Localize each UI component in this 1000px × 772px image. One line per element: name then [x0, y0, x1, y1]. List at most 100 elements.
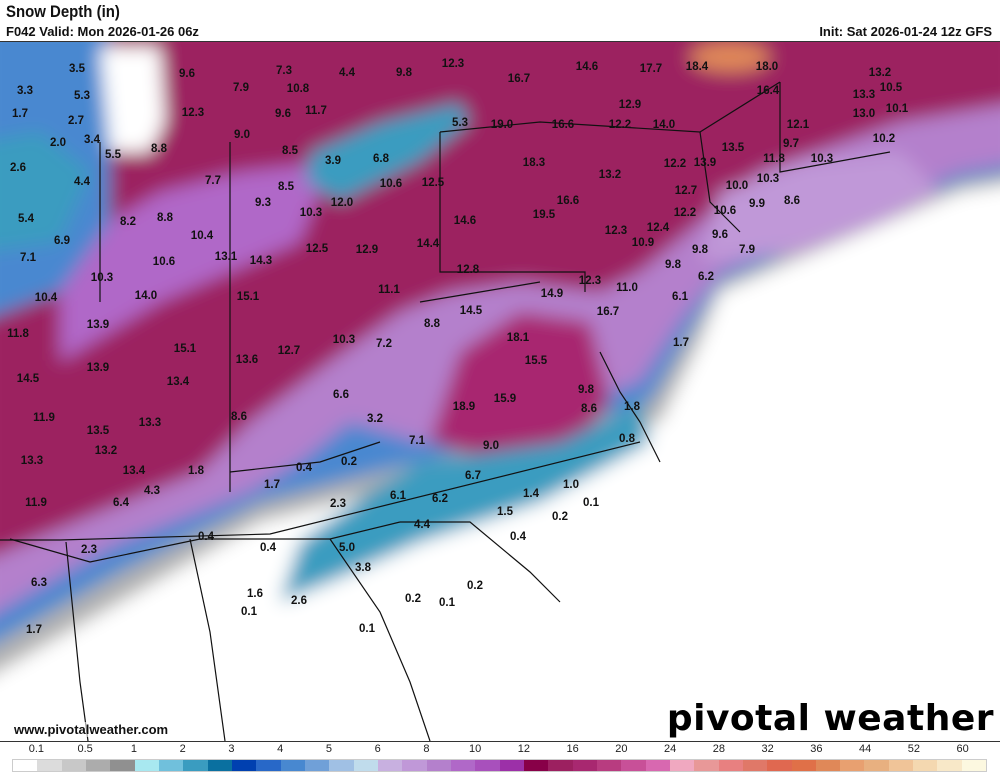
- colorbar-tick-label: 2: [179, 743, 186, 755]
- contour-value-label: 3.2: [367, 413, 383, 425]
- contour-value-label: 6.8: [373, 153, 389, 165]
- colorbar-swatch: [937, 760, 962, 771]
- contour-value-label: 13.9: [86, 362, 110, 374]
- contour-value-label: 11.7: [305, 105, 327, 117]
- colorbar-swatch: [256, 760, 281, 771]
- contour-value-label: 6.3: [31, 577, 47, 589]
- contour-value-label: 7.2: [376, 338, 392, 350]
- colorbar-tick-label: 4: [277, 743, 284, 755]
- contour-value-label: 12.9: [618, 99, 642, 111]
- contour-value-label: 9.6: [712, 229, 728, 241]
- colorbar-swatch: [304, 760, 330, 771]
- contour-value-label: 13.0: [852, 108, 876, 120]
- contour-value-label: 7.1: [409, 435, 425, 447]
- contour-value-label: 10.9: [631, 237, 655, 249]
- contour-value-label: 0.1: [359, 623, 375, 635]
- contour-value-label: 13.2: [868, 67, 892, 79]
- contour-value-label: 8.8: [157, 212, 173, 224]
- contour-value-label: 9.8: [578, 384, 594, 396]
- contour-value-label: 7.9: [739, 244, 755, 256]
- contour-value-label: 8.5: [282, 145, 298, 157]
- contour-value-label: 4.4: [74, 176, 90, 188]
- colorbar-swatch: [475, 760, 500, 771]
- contour-value-label: 2.6: [291, 595, 307, 607]
- contour-value-label: 2.3: [330, 498, 346, 510]
- colorbar-tick-label: 12: [517, 743, 530, 755]
- contour-value-label: 18.3: [522, 157, 546, 169]
- contour-value-label: 18.1: [506, 332, 530, 344]
- contour-value-label: 11.0: [616, 282, 638, 294]
- colorbar-swatch: [840, 760, 865, 771]
- contour-value-label: 5.4: [18, 213, 34, 225]
- contour-value-label: 10.6: [152, 256, 176, 268]
- colorbar-swatch: [669, 760, 695, 771]
- contour-value-label: 0.1: [439, 597, 455, 609]
- contour-value-label: 3.8: [355, 562, 371, 574]
- contour-value-label: 18.9: [452, 401, 476, 413]
- colorbar-swatch: [158, 760, 184, 771]
- contour-value-label: 2.0: [50, 137, 66, 149]
- contour-value-label: 7.3: [276, 65, 292, 77]
- colorbar-tick-label: 10: [469, 743, 482, 755]
- contour-value-label: 18.4: [685, 61, 709, 73]
- colorbar-swatch: [499, 760, 524, 771]
- colorbar-tick-label: 44: [859, 743, 872, 755]
- contour-value-label: 8.6: [784, 195, 800, 207]
- contour-value-label: 14.6: [453, 215, 477, 227]
- contour-value-label: 12.3: [441, 58, 465, 70]
- colorbar-tick-label: 6: [374, 743, 381, 755]
- contour-value-label: 15.1: [173, 343, 197, 355]
- contour-value-label: 19.0: [490, 119, 514, 131]
- contour-value-label: 8.6: [581, 403, 597, 415]
- contour-value-label: 12.5: [421, 177, 445, 189]
- colorbar-tick-label: 3: [228, 743, 235, 755]
- contour-value-label: 13.3: [20, 455, 44, 467]
- colorbar-swatch: [718, 760, 743, 771]
- contour-value-label: 17.7: [639, 63, 663, 75]
- colorbar-swatch: [621, 760, 646, 771]
- contour-value-label: 13.5: [721, 142, 745, 154]
- colorbar-tick-label: 52: [907, 743, 920, 755]
- colorbar-tick-label: 8: [423, 743, 430, 755]
- colorbar-swatch: [353, 760, 378, 771]
- contour-value-label: 3.4: [84, 134, 100, 146]
- contour-value-label: 12.1: [786, 119, 810, 131]
- contour-value-label: 9.6: [275, 108, 291, 120]
- contour-value-label: 12.7: [277, 345, 301, 357]
- contour-value-label: 11.1: [378, 284, 400, 296]
- contour-value-label: 4.4: [414, 519, 430, 531]
- colorbar-swatch: [13, 760, 38, 771]
- contour-value-label: 6.2: [698, 271, 714, 283]
- contour-value-label: 12.3: [181, 107, 205, 119]
- contour-value-label: 15.9: [493, 393, 517, 405]
- contour-value-label: 12.2: [608, 119, 632, 131]
- contour-value-label: 0.4: [510, 531, 526, 543]
- contour-value-label: 12.0: [330, 197, 354, 209]
- contour-value-label: 1.4: [523, 488, 539, 500]
- contour-value-label: 0.1: [241, 606, 257, 618]
- colorbar-swatch: [742, 760, 768, 771]
- contour-value-label: 13.9: [86, 319, 110, 331]
- contour-value-label: 15.5: [524, 355, 548, 367]
- contour-value-label: 9.0: [234, 129, 250, 141]
- contour-value-label: 14.4: [416, 238, 440, 250]
- colorbar-swatches: [12, 759, 987, 772]
- valid-time: F042 Valid: Mon 2026-01-26 06z: [6, 24, 199, 39]
- contour-value-label: 6.7: [465, 470, 481, 482]
- colorbar-swatch: [548, 760, 573, 771]
- contour-value-label: 10.8: [286, 83, 310, 95]
- contour-value-label: 0.4: [198, 531, 214, 543]
- contour-value-label: 10.5: [879, 82, 903, 94]
- colorbar-swatch: [913, 760, 938, 771]
- colorbar-tick-label: 5: [325, 743, 332, 755]
- contour-value-label: 6.9: [54, 235, 70, 247]
- contour-value-label: 5.3: [452, 117, 468, 129]
- contour-value-label: 11.8: [7, 328, 29, 340]
- contour-value-label: 10.3: [332, 334, 356, 346]
- contour-value-label: 12.8: [456, 264, 480, 276]
- contour-value-label: 10.3: [810, 153, 834, 165]
- map-title: Snow Depth (in): [6, 2, 120, 21]
- contour-value-label: 18.0: [755, 61, 779, 73]
- website-url: www.pivotalweather.com: [14, 722, 169, 737]
- contour-value-label: 1.7: [264, 479, 280, 491]
